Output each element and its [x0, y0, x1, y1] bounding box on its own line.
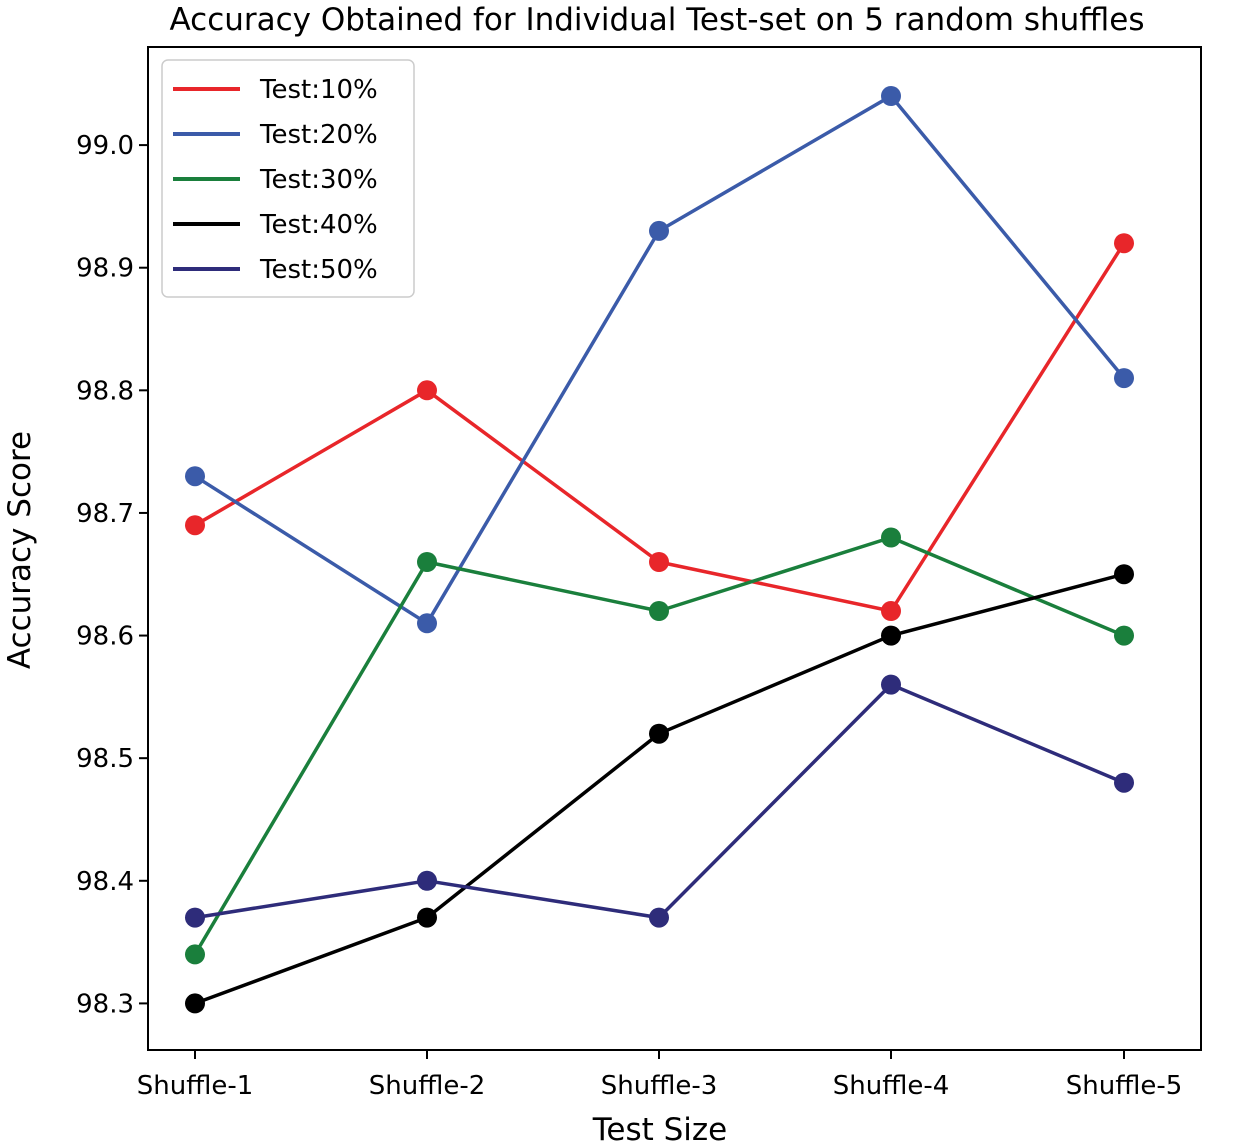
data-point	[185, 515, 205, 536]
series-test-50-	[185, 674, 1134, 928]
legend-label: Test:30%	[259, 165, 378, 195]
series-layer	[185, 86, 1134, 1014]
data-point	[417, 380, 437, 401]
y-tick-label: 98.6	[76, 622, 134, 652]
x-axis: Shuffle-1 Shuffle-2 Shuffle-3 Shuffle-4 Shuf…	[137, 1050, 1183, 1101]
legend-label: Test:50%	[259, 255, 378, 285]
data-point	[185, 944, 205, 965]
data-point	[417, 552, 437, 572]
x-tick-label: Shuffle-2	[369, 1071, 486, 1101]
legend-label: Test:10%	[259, 75, 378, 105]
x-tick-label: Shuffle-4	[833, 1071, 950, 1101]
legend: Test:10% Test:20% Test:30% Test:40% Test:50%	[161, 59, 415, 298]
data-point	[417, 870, 437, 891]
data-point	[649, 552, 669, 572]
x-tick-label: Shuffle-1	[137, 1071, 254, 1101]
data-point	[881, 625, 901, 646]
data-point	[649, 220, 669, 241]
data-point	[1114, 564, 1134, 585]
y-tick-label: 98.5	[76, 744, 134, 774]
chart-title: Accuracy Obtained for Individual Test-se…	[169, 2, 1144, 38]
y-tick-label: 98.8	[76, 376, 134, 406]
data-point	[881, 527, 901, 548]
series-line	[194, 572, 1125, 1006]
data-point	[417, 613, 437, 634]
data-point	[1114, 772, 1134, 793]
x-tick-label: Shuffle-5	[1066, 1071, 1183, 1101]
legend-label: Test:20%	[259, 120, 378, 150]
data-point	[649, 601, 669, 621]
y-tick-label: 99.0	[76, 131, 134, 161]
data-point	[185, 993, 205, 1014]
series-line	[193, 535, 1125, 956]
data-point	[649, 723, 669, 744]
data-point	[1114, 368, 1134, 389]
plot-area	[147, 46, 1202, 1051]
series-test-30-	[185, 527, 1134, 965]
data-point	[881, 86, 901, 106]
data-point	[185, 907, 205, 928]
data-point	[185, 466, 205, 487]
y-axis: 98.3 98.4 98.5 98.6 98.7 98.8 98.9 99.0	[76, 131, 148, 1019]
series-test-40-	[185, 564, 1134, 1014]
legend-label: Test:40%	[259, 210, 378, 240]
data-point	[417, 907, 437, 928]
data-point	[1114, 233, 1134, 254]
y-tick-label: 98.9	[76, 254, 134, 284]
y-tick-label: 98.4	[76, 867, 134, 897]
y-tick-label: 98.3	[76, 989, 134, 1019]
y-axis-label: Accuracy Score	[2, 431, 38, 669]
plot-frame	[147, 46, 1202, 1051]
legend-box	[161, 59, 415, 298]
data-point	[881, 674, 901, 695]
x-tick-label: Shuffle-3	[601, 1071, 718, 1101]
x-axis-label: Test Size	[592, 1112, 728, 1147]
data-point	[881, 601, 901, 621]
data-point	[1114, 625, 1134, 646]
data-point	[649, 907, 669, 928]
y-tick-label: 98.7	[76, 499, 134, 529]
series-test-20-	[185, 86, 1134, 634]
series-test-10-	[185, 233, 1134, 621]
